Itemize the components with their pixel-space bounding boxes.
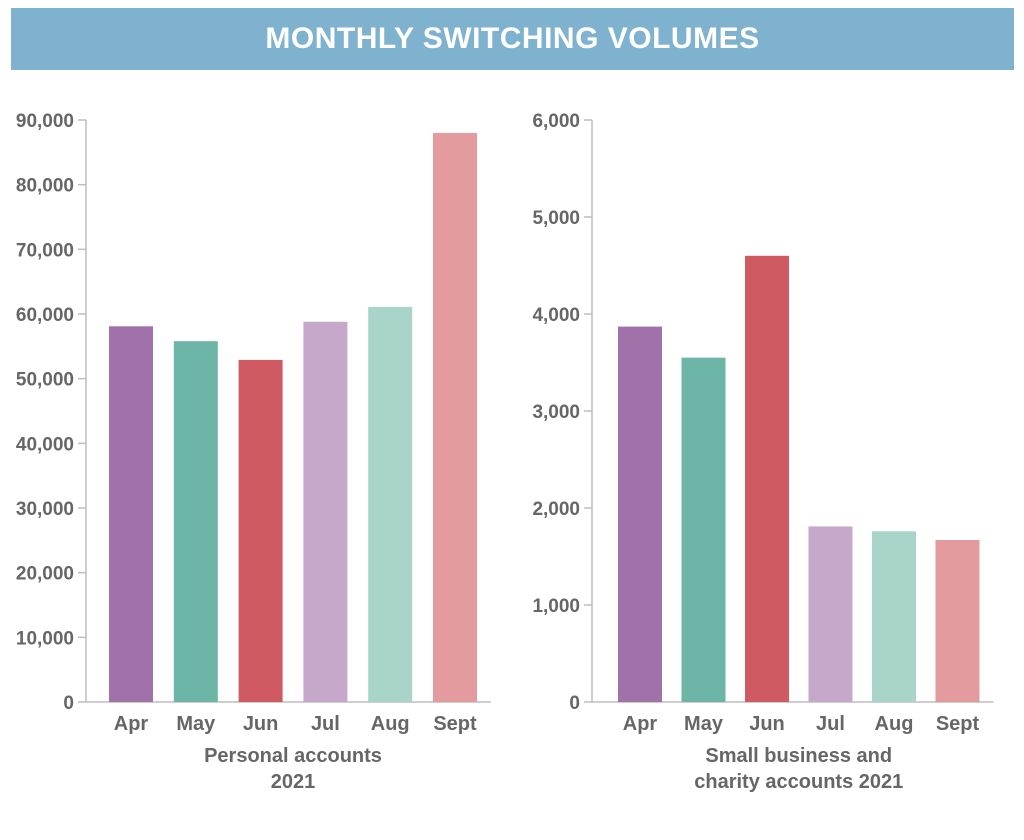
title-banner: MONTHLY SWITCHING VOLUMES xyxy=(11,8,1014,70)
category-label: Jul xyxy=(816,713,845,735)
category-label: Sept xyxy=(936,713,980,735)
y-tick-label: 70,000 xyxy=(16,240,74,261)
personal-accounts-chart: 0 10,000 20,000 30,000 40,000 50,000 60,000 70,… xyxy=(16,111,491,793)
category-label: Sept xyxy=(433,713,477,735)
category-label: May xyxy=(176,713,216,735)
bar-jun xyxy=(238,359,283,702)
bar-apr xyxy=(109,326,153,702)
y-tick-label: 30,000 xyxy=(16,499,74,520)
y-tick-label: 1,000 xyxy=(532,596,580,617)
x-axis-label: Small business and xyxy=(705,745,892,767)
bar-may xyxy=(681,357,726,702)
category-label: Jun xyxy=(749,713,785,735)
bar-aug xyxy=(872,531,916,702)
y-tick-label: 10,000 xyxy=(16,628,74,649)
y-tick-label: 80,000 xyxy=(16,176,74,197)
bar-jul xyxy=(808,526,853,702)
x-axis-label: Personal accounts xyxy=(204,745,382,767)
bar-aug xyxy=(368,306,413,702)
bar-sept xyxy=(935,540,980,702)
y-tick-label: 40,000 xyxy=(16,434,74,455)
category-label: Aug xyxy=(875,713,914,735)
y-tick-label: 2,000 xyxy=(532,499,580,520)
bar-apr xyxy=(618,326,662,702)
y-tick-label: 3,000 xyxy=(532,402,580,423)
y-tick-label: 5,000 xyxy=(532,208,580,229)
x-axis-label: charity accounts 2021 xyxy=(694,771,903,793)
y-tick-label: 50,000 xyxy=(16,370,74,391)
category-label: May xyxy=(684,713,724,735)
bar-sept xyxy=(433,132,477,702)
y-tick-label: 60,000 xyxy=(16,305,74,326)
x-axis-label: 2021 xyxy=(271,771,316,793)
y-tick-label: 0 xyxy=(569,693,580,714)
category-label: Jul xyxy=(311,713,340,735)
chart-title: MONTHLY SWITCHING VOLUMES xyxy=(265,22,760,55)
y-tick-label: 20,000 xyxy=(16,564,74,585)
category-label: Jun xyxy=(243,713,279,735)
business-accounts-chart: 0 1,000 2,000 3,000 4,000 5,000 6,000 Apr May Jun… xyxy=(532,111,994,793)
bar-may xyxy=(173,341,218,702)
bar-jul xyxy=(303,321,348,702)
category-label: Aug xyxy=(371,713,410,735)
y-tick-label: 6,000 xyxy=(532,111,580,132)
y-tick-label: 4,000 xyxy=(532,305,580,326)
y-tick-label: 0 xyxy=(63,693,74,714)
category-label: Apr xyxy=(114,713,149,735)
bar-jun xyxy=(745,255,789,703)
category-label: Apr xyxy=(623,713,658,735)
y-tick-label: 90,000 xyxy=(16,111,74,132)
